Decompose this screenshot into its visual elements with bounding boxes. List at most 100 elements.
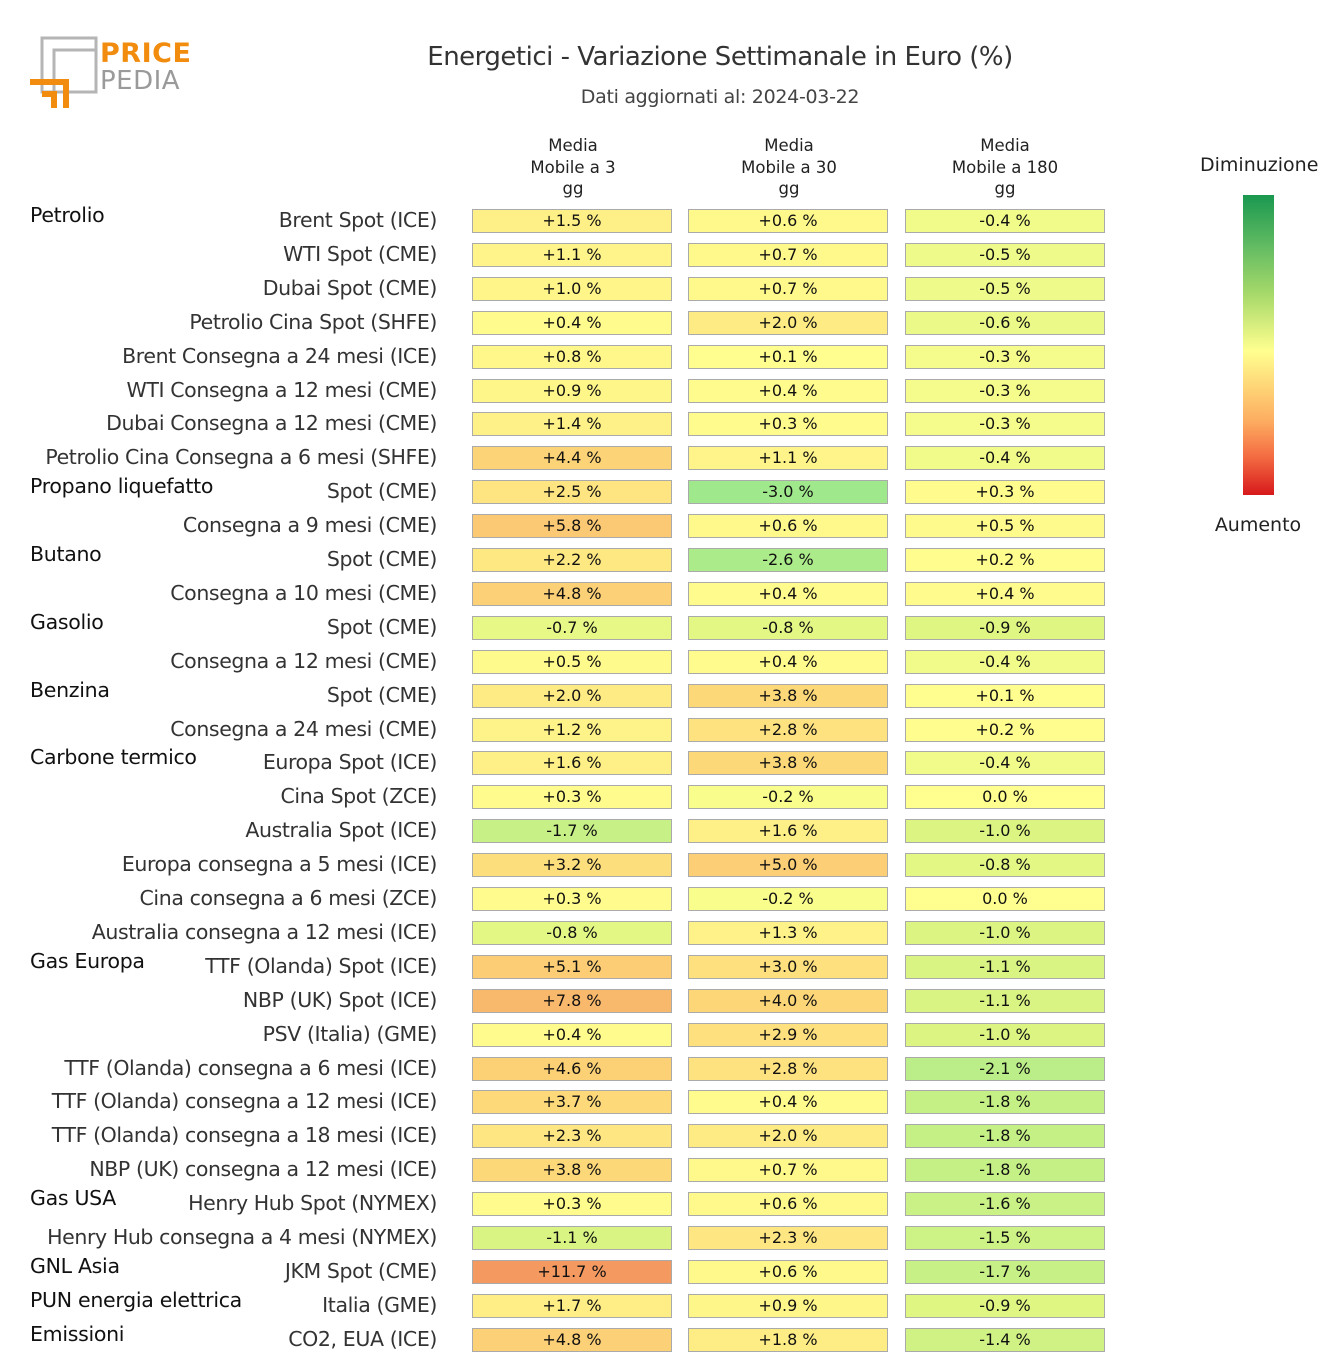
heatmap-cell: -3.0 % — [688, 480, 888, 505]
heatmap-cell: -0.8 % — [688, 615, 888, 640]
row-label: TTF (Olanda) consegna a 6 mesi (ICE) — [64, 1055, 437, 1080]
heatmap-cell: +4.8 % — [472, 581, 672, 606]
heatmap-cell: +1.3 % — [688, 920, 888, 945]
legend-label-increase: Aumento — [1214, 514, 1302, 536]
heatmap-cell: +0.4 % — [688, 378, 888, 403]
heatmap-cell: +2.3 % — [688, 1226, 888, 1250]
heatmap-cell: +4.8 % — [472, 1327, 672, 1352]
heatmap-cell: +0.3 % — [472, 1192, 672, 1217]
heatmap-cell: +7.8 % — [472, 988, 672, 1013]
row-label: NBP (UK) consegna a 12 mesi (ICE) — [89, 1157, 437, 1182]
heatmap-cell: +3.8 % — [472, 1158, 672, 1183]
heatmap-cell: +1.1 % — [688, 446, 888, 471]
logo-text-price: PRICE — [100, 38, 192, 69]
logo-mark-icon — [30, 36, 98, 108]
heatmap-cell: +2.0 % — [688, 1124, 888, 1149]
heatmap-cell: +3.0 % — [688, 954, 888, 979]
heatmap-cell: +0.5 % — [905, 514, 1105, 539]
heatmap-cell: +0.4 % — [688, 649, 888, 674]
heatmap-cell: -1.7 % — [905, 1259, 1105, 1284]
heatmap-cell: -1.6 % — [905, 1192, 1105, 1217]
heatmap-cell: -1.7 % — [472, 819, 672, 844]
heatmap-cell: +1.7 % — [472, 1293, 672, 1318]
heatmap-cell: +0.6 % — [688, 1192, 888, 1217]
heatmap-cell: +0.5 % — [472, 649, 672, 674]
heatmap-cell: -2.6 % — [688, 548, 888, 572]
heatmap-cell: +3.8 % — [688, 751, 888, 776]
row-label: Dubai Consegna a 12 mesi (CME) — [106, 411, 437, 436]
row-label: Petrolio Cina Spot (SHFE) — [189, 309, 437, 334]
heatmap-cell: +2.5 % — [472, 480, 672, 505]
heatmap-cell: +4.6 % — [472, 1056, 672, 1081]
column-header-2: Media Mobile a 30 gg — [741, 136, 837, 198]
row-label: Italia (GME) — [322, 1292, 437, 1317]
row-label: Brent Consegna a 24 mesi (ICE) — [122, 343, 437, 368]
row-label: NBP (UK) Spot (ICE) — [242, 987, 437, 1012]
heatmap-cell: +0.9 % — [688, 1293, 888, 1318]
group-label: Carbone termico — [30, 745, 197, 770]
heatmap-cell: +2.0 % — [472, 683, 672, 708]
chart-subtitle: Dati aggiornati al: 2024-03-22 — [580, 86, 860, 108]
heatmap-cell: +0.3 % — [472, 887, 672, 911]
heatmap-cell: -0.9 % — [905, 615, 1105, 640]
heatmap-cell: -1.4 % — [905, 1327, 1105, 1352]
heatmap-cell: +3.2 % — [472, 853, 672, 878]
chart-title: Energetici - Variazione Settimanale in E… — [427, 42, 1013, 72]
heatmap-cell: -0.3 % — [905, 378, 1105, 403]
row-label: WTI Spot (CME) — [283, 241, 437, 266]
heatmap-cell: -1.8 % — [905, 1158, 1105, 1183]
group-label: Gas USA — [30, 1186, 116, 1211]
legend-colorbar — [1243, 195, 1274, 495]
heatmap-cell: +0.4 % — [688, 1090, 888, 1115]
heatmap-cell: +0.7 % — [688, 242, 888, 267]
row-label: Dubai Spot (CME) — [262, 275, 438, 300]
heatmap-cell: -1.0 % — [905, 819, 1105, 844]
heatmap-cell: +4.0 % — [688, 988, 888, 1013]
heatmap-cell: -0.2 % — [688, 887, 888, 911]
row-label: Consegna a 10 mesi (CME) — [170, 580, 437, 605]
heatmap-cell: 0.0 % — [905, 887, 1105, 911]
heatmap-cell: -0.3 % — [905, 344, 1105, 369]
heatmap-cell: +0.2 % — [905, 717, 1105, 742]
heatmap-cell: -0.2 % — [688, 785, 888, 810]
heatmap-cell: +0.3 % — [688, 412, 888, 437]
heatmap-cell: -0.4 % — [905, 209, 1105, 233]
row-label: Spot (CME) — [326, 614, 437, 639]
row-label: TTF (Olanda) consegna a 18 mesi (ICE) — [51, 1123, 438, 1148]
heatmap-cell: -1.1 % — [472, 1226, 672, 1250]
heatmap-cell: +0.1 % — [688, 344, 888, 369]
heatmap-cell: +5.0 % — [688, 853, 888, 878]
group-label: Butano — [30, 542, 102, 566]
row-label: Australia Spot (ICE) — [245, 818, 437, 843]
row-label: Henry Hub consegna a 4 mesi (NYMEX) — [47, 1225, 437, 1249]
row-label: Europa Spot (ICE) — [262, 750, 438, 775]
heatmap-cell: +11.7 % — [472, 1259, 672, 1284]
heatmap-cell: -0.6 % — [905, 310, 1105, 335]
group-label: Gasolio — [30, 609, 104, 634]
row-label: CO2, EUA (ICE) — [288, 1326, 437, 1351]
heatmap-cell: -1.1 % — [905, 988, 1105, 1013]
row-label: JKM Spot (CME) — [284, 1258, 438, 1283]
heatmap-cell: +4.4 % — [472, 446, 672, 471]
row-label: Consegna a 24 mesi (CME) — [170, 716, 437, 741]
heatmap-cell: -2.1 % — [905, 1056, 1105, 1081]
heatmap-cell: +0.9 % — [472, 378, 672, 403]
heatmap-cell: +0.6 % — [688, 514, 888, 539]
heatmap-cell: +0.4 % — [472, 310, 672, 335]
heatmap-cell: +1.5 % — [472, 209, 672, 233]
row-label: Spot (CME) — [326, 547, 437, 571]
group-label: Benzina — [30, 677, 110, 702]
group-label: GNL Asia — [30, 1253, 120, 1278]
heatmap-cell: -0.8 % — [472, 920, 672, 945]
heatmap-cell: -0.5 % — [905, 276, 1105, 301]
heatmap-cell: +2.8 % — [688, 717, 888, 742]
heatmap-cell: +3.8 % — [688, 683, 888, 708]
row-label: Cina consegna a 6 mesi (ZCE) — [139, 886, 438, 910]
heatmap-cell: +2.3 % — [472, 1124, 672, 1149]
heatmap-cell: -1.8 % — [905, 1124, 1105, 1149]
heatmap-cell: +0.3 % — [472, 785, 672, 810]
pricepedia-logo: PRICE PEDIA — [30, 36, 200, 110]
group-label: PUN energia elettrica — [30, 1287, 242, 1312]
row-label: Consegna a 12 mesi (CME) — [170, 648, 437, 673]
row-label: PSV (Italia) (GME) — [262, 1021, 438, 1046]
